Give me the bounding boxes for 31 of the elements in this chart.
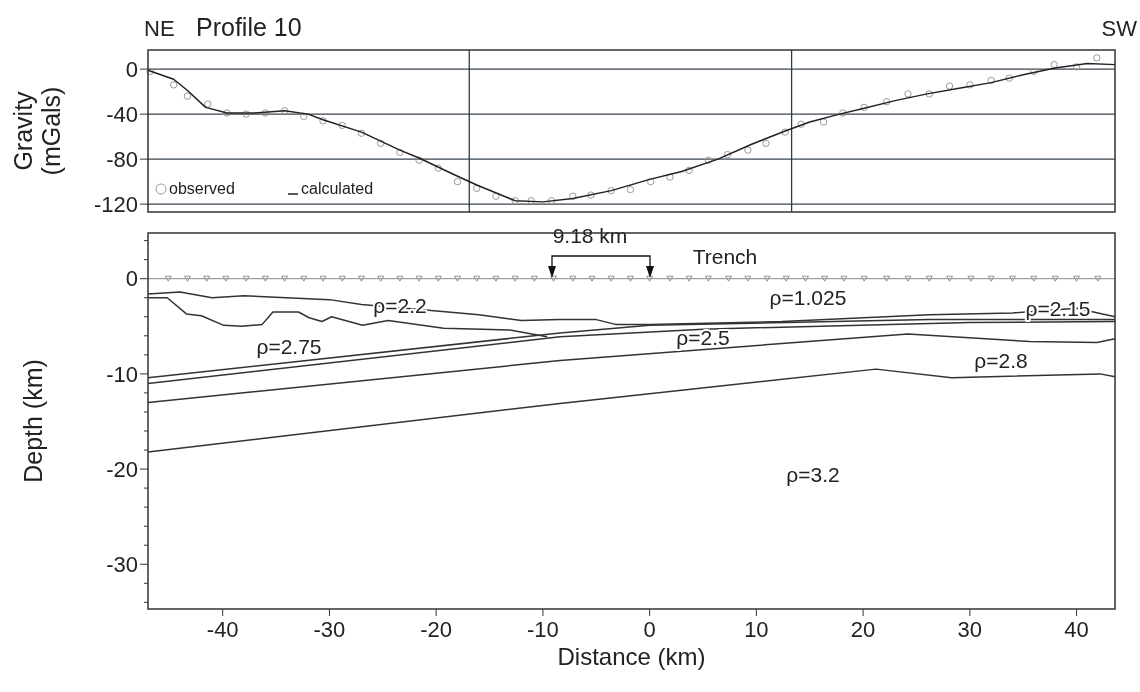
annotation: Trench: [692, 245, 758, 269]
y-tick-label: 0: [125, 56, 138, 82]
x-tick-label: 30: [957, 617, 983, 642]
annotation: ρ=2.5: [676, 326, 730, 350]
x-tick-label: -40: [206, 617, 239, 642]
annotation: ρ=3.2: [786, 463, 840, 487]
y-axis-title: Depth (km): [19, 359, 47, 483]
annotation: ρ=1.025: [769, 286, 847, 310]
y-tick-label: -80: [106, 146, 138, 172]
legend-label: observed: [169, 180, 235, 197]
chart-title: Profile 10: [196, 13, 302, 41]
y-tick-label: -10: [106, 361, 138, 387]
y-tick-label: -120: [93, 191, 138, 217]
x-tick-label: 20: [850, 617, 876, 642]
y-axis-title: Gravity (mGals): [9, 86, 65, 176]
x-tick-label: -10: [527, 617, 559, 642]
annotation: ρ=2.75: [256, 335, 322, 359]
text: NE: [144, 16, 175, 41]
x-tick-label: 10: [744, 617, 769, 642]
x-axis-title: Distance (km): [557, 643, 706, 670]
x-tick-label: -30: [313, 617, 346, 642]
y-tick-label: 0: [125, 266, 138, 292]
x-tick-label: -20: [420, 617, 453, 642]
y-tick-label: -40: [106, 101, 138, 127]
y-tick-label: -30: [106, 551, 138, 577]
annotation: ρ=2.8: [974, 349, 1028, 373]
x-tick-label: 40: [1064, 617, 1089, 642]
text: SW: [1101, 16, 1138, 41]
y-tick-label: -20: [106, 456, 138, 482]
legend-label: calculated: [301, 180, 374, 197]
x-tick-label: 0: [643, 617, 656, 642]
